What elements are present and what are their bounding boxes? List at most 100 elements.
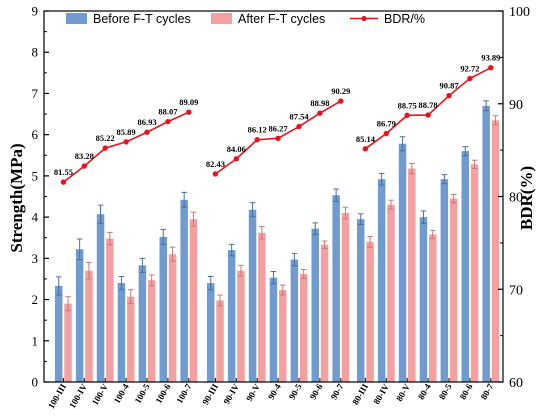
y-tick-label-left-8: 8 (32, 45, 39, 60)
error-bar-before-100-7 (181, 191, 187, 208)
bar-before-90-IV (227, 250, 236, 382)
bar-after-100-5 (147, 280, 156, 382)
y-tick-label-left-6: 6 (32, 127, 39, 142)
bar-before-90-5 (290, 259, 299, 382)
bar-after-100-6 (168, 254, 177, 382)
error-bar-after-90-7 (342, 206, 349, 220)
bdr-label-80-V: 88.75 (398, 100, 417, 110)
bdr-point-100-6 (165, 118, 171, 125)
bar-after-100-7 (189, 219, 198, 382)
error-bar-after-80-6 (471, 159, 478, 169)
x-tick-label-90-6: 90-6 (308, 382, 325, 402)
error-bar-before-100-IV (76, 238, 83, 261)
bars-layer (55, 100, 500, 383)
bdr-point-80-V (404, 112, 410, 119)
bar-before-90-4 (269, 277, 278, 382)
bar-before-100-4 (117, 283, 126, 382)
error-bar-before-90-IV (228, 243, 235, 257)
bar-after-80-5 (449, 198, 458, 382)
bar-after-90-5 (299, 273, 308, 382)
bdr-point-90-III (212, 171, 219, 177)
bar-before-90-III (207, 283, 215, 382)
error-bar-after-90-III (217, 294, 223, 307)
bar-before-80-6 (461, 151, 469, 382)
bar-before-80-7 (482, 105, 490, 383)
bdr-point-100-III (60, 179, 67, 185)
bar-before-80-4 (419, 217, 428, 382)
bdr-point-100-IV (81, 163, 88, 169)
bar-before-90-7 (332, 195, 340, 382)
bdr-point-80-5 (446, 92, 452, 99)
y-tick-label-left-0: 0 (32, 375, 39, 390)
y-axis-title-right: BDR(%) (517, 166, 536, 230)
error-bar-before-90-5 (291, 252, 298, 267)
bdr-label-90-5: 87.54 (289, 112, 309, 122)
x-tick-label-100-V: 100-V (90, 382, 110, 407)
bar-after-90-4 (279, 290, 287, 382)
y-tick-label-right-80: 80 (509, 191, 523, 206)
bdr-label-100-III: 81.55 (54, 167, 73, 177)
bar-before-80-III (357, 219, 365, 382)
bdr-label-100-5: 86.93 (137, 117, 156, 127)
x-tick-label-80-6: 80-6 (458, 382, 475, 402)
bdr-label-80-4: 88.78 (419, 100, 438, 110)
bdr-point-100-5 (144, 129, 150, 135)
x-tick-label-100-4: 100-4 (112, 382, 131, 406)
error-bar-before-80-V (399, 136, 406, 152)
bar-after-100-4 (127, 296, 135, 382)
error-bar-after-90-4 (279, 284, 286, 296)
bdr-label-90-III: 82.43 (206, 159, 225, 169)
bar-before-80-IV (377, 179, 386, 382)
bar-before-90-V (248, 209, 257, 382)
error-bar-after-100-4 (127, 289, 134, 305)
bdr-point-100-V (102, 145, 108, 151)
error-bar-before-80-5 (441, 174, 448, 185)
legend-label-before: Before F-T cycles (93, 12, 191, 26)
error-bar-before-90-4 (270, 271, 277, 285)
bdr-point-90-5 (296, 123, 302, 130)
error-bar-after-100-6 (169, 246, 176, 262)
error-bar-before-100-5 (139, 257, 146, 273)
bar-after-80-7 (491, 120, 500, 382)
bdr-point-90-6 (317, 110, 323, 116)
bar-after-100-V (106, 238, 114, 382)
x-tick-label-100-III: 100-III (46, 382, 68, 411)
bar-after-90-IV (237, 270, 245, 382)
bar-after-90-6 (320, 244, 329, 382)
error-bar-before-90-V (249, 202, 256, 218)
x-tick-label-100-IV: 100-IV (67, 382, 89, 410)
error-bar-after-90-V (259, 226, 265, 240)
error-bar-after-100-V (107, 231, 113, 246)
bdr-label-100-7: 89.09 (179, 97, 198, 107)
x-tick-label-80-5: 80-5 (437, 382, 454, 402)
bar-before-100-6 (159, 236, 167, 382)
bdr-label-90-4: 86.27 (269, 123, 289, 133)
bdr-point-80-III (362, 146, 369, 152)
error-bar-after-80-4 (429, 229, 436, 240)
error-bar-after-90-5 (300, 268, 307, 280)
bar-before-80-V (398, 143, 407, 382)
error-bar-before-80-7 (483, 100, 489, 112)
bar-before-100-IV (75, 249, 84, 382)
bdr-label-80-5: 90.87 (439, 81, 459, 91)
bar-after-90-7 (341, 212, 350, 382)
error-bar-before-100-III (55, 276, 62, 296)
bdr-point-90-V (254, 137, 260, 143)
x-tick-label-80-V: 80-V (394, 382, 412, 403)
error-bar-after-80-V (409, 163, 415, 174)
y-axis-title-left: Strength(MPa) (7, 143, 26, 252)
bar-after-80-III (366, 241, 374, 382)
bdr-label-90-V: 86.12 (248, 125, 267, 135)
error-bar-after-80-5 (450, 193, 457, 204)
bdr-point-80-4 (425, 112, 431, 118)
legend: Before F-T cycles After F-T cycles BDR/% (66, 12, 425, 26)
bdr-label-80-IV: 86.79 (377, 119, 396, 129)
x-tick-label-90-4: 90-4 (266, 382, 283, 402)
bdr-label-100-4: 85.89 (117, 127, 136, 137)
error-bar-before-80-III (357, 213, 364, 226)
error-bar-before-80-6 (462, 146, 469, 157)
error-bar-after-90-6 (321, 240, 328, 249)
error-bar-before-100-4 (118, 275, 125, 291)
